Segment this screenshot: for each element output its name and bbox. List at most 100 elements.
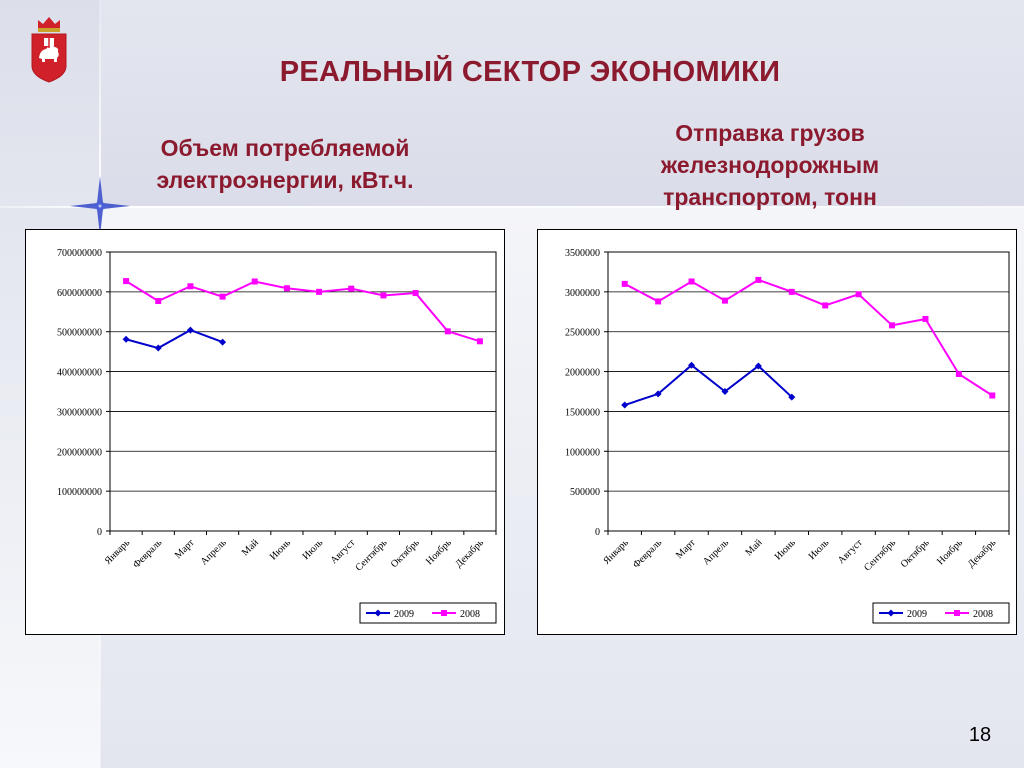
subtitle-rail-line3: транспортом, тонн xyxy=(663,184,877,210)
electricity-plot-area xyxy=(109,251,497,532)
rail-freight-chart-svg: 0 500000 1000000 1500000 2000000 2500000 30000… xyxy=(565,248,1010,624)
rail-series-2009-point xyxy=(621,401,629,409)
rail-y-tick-label: 0 xyxy=(595,527,600,538)
rail-legend: 2009 2008 xyxy=(872,602,1010,624)
electricity-y-tick-label: 700000000 xyxy=(57,248,102,259)
electricity-y-tick-label: 0 xyxy=(97,527,102,538)
rail-legend-marker-2009 xyxy=(887,609,895,617)
rail-x-tick-label: Июнь xyxy=(773,537,798,562)
rail-series-2008-point xyxy=(989,392,996,399)
electricity-x-tick-label: Май xyxy=(240,537,261,558)
rail-y-tick-label: 2000000 xyxy=(565,368,600,379)
rail-x-tick-label: Ноябрь xyxy=(935,537,965,567)
electricity-y-tick-label: 200000000 xyxy=(57,447,102,458)
rail-series-2009-line xyxy=(624,363,793,406)
rail-x-tick-label: Октябрь xyxy=(899,537,932,570)
subtitle-rail-freight: Отправка грузов железнодорожным транспор… xyxy=(590,117,950,213)
electricity-legend-marker-2008 xyxy=(441,610,447,616)
rail-series-2009-point xyxy=(754,362,762,370)
electricity-series-2009-point xyxy=(186,326,194,334)
electricity-x-tick-label: Август xyxy=(328,537,357,566)
perm-krai-coat-of-arms-icon xyxy=(31,17,67,83)
electricity-y-tick-label: 600000000 xyxy=(57,288,102,299)
electricity-x-tick-label: Февраль xyxy=(131,537,165,571)
rail-series-2008-point xyxy=(788,288,795,295)
rail-series-2009-point xyxy=(654,390,662,398)
electricity-x-tick-label: Ноябрь xyxy=(424,537,454,567)
electricity-legend-label-2008: 2008 xyxy=(460,609,480,620)
subtitle-electricity-line1: Объем потребляемой xyxy=(160,135,410,161)
electricity-chart: 0 100000000 200000000 300000000 400000000 500… xyxy=(25,229,505,635)
electricity-x-tick-label: Январь xyxy=(103,537,133,567)
electricity-series-2009-line xyxy=(125,329,223,350)
subtitle-rail-line2: железнодорожным xyxy=(660,152,880,178)
electricity-series-2008-point xyxy=(123,278,130,285)
rail-series-2008-point xyxy=(822,302,829,309)
electricity-y-tick-label: 100000000 xyxy=(57,487,102,498)
rail-x-tick-label: Март xyxy=(674,537,698,561)
electricity-series-2008-point xyxy=(283,285,290,292)
electricity-chart-svg: 0 100000000 200000000 300000000 400000000 500… xyxy=(57,248,497,624)
electricity-legend: 2009 2008 xyxy=(359,602,497,624)
electricity-series-2009-point xyxy=(219,338,227,346)
electricity-x-tick-label: Октябрь xyxy=(389,537,422,570)
rail-series-2008-point xyxy=(688,278,695,285)
electricity-series-2008-point xyxy=(155,298,162,305)
rail-series-2009-point xyxy=(721,388,729,395)
rail-legend-marker-2008 xyxy=(954,610,960,616)
electricity-series-2008-point xyxy=(219,293,226,300)
rail-x-tick-label: Июль xyxy=(807,537,832,562)
electricity-series-2008-line xyxy=(125,280,481,343)
rail-y-tick-label: 1000000 xyxy=(565,447,600,458)
electricity-x-tick-label: Апрель xyxy=(199,537,229,567)
electricity-series-2008-point xyxy=(251,278,258,285)
rail-y-tick-label: 3500000 xyxy=(565,248,600,259)
rail-legend-label-2009: 2009 xyxy=(907,609,927,620)
electricity-x-tick-label: Декабрь xyxy=(453,537,486,570)
rail-series-2009-point xyxy=(788,393,796,401)
electricity-x-tick-label: Июнь xyxy=(268,537,293,562)
rail-series-2008-point xyxy=(855,291,862,298)
electricity-series-2008-point xyxy=(476,338,483,345)
electricity-series-2008-point xyxy=(316,288,323,295)
rail-series-2008-point xyxy=(721,297,728,304)
electricity-series-2008-point xyxy=(444,328,451,335)
electricity-y-tick-label: 500000000 xyxy=(57,328,102,339)
rail-y-tick-label: 2500000 xyxy=(565,328,600,339)
electricity-series-2009-point xyxy=(154,344,162,352)
subtitle-rail-line1: Отправка грузов xyxy=(675,120,865,146)
subtitle-electricity: Объем потребляемой электроэнергии, кВт.ч… xyxy=(100,132,470,196)
rail-series-2008-point xyxy=(922,315,929,322)
page-number: 18 xyxy=(968,724,992,746)
rail-series-2009-point xyxy=(688,361,696,369)
background-top xyxy=(0,0,1024,208)
rail-y-tick-label: 500000 xyxy=(570,487,600,498)
rail-y-tick-label: 3000000 xyxy=(565,288,600,299)
rail-series-2008-point xyxy=(655,298,662,305)
electricity-series-2008-point xyxy=(187,283,194,290)
rail-x-tick-label: Май xyxy=(744,537,765,558)
electricity-x-tick-label: Март xyxy=(173,537,197,561)
rail-x-tick-label: Январь xyxy=(601,537,631,567)
electricity-series-2008-point xyxy=(348,285,355,292)
electricity-legend-marker-2009 xyxy=(374,609,382,617)
electricity-x-tick-label: Сентябрь xyxy=(353,537,389,573)
electricity-series-2008-point xyxy=(412,290,419,297)
rail-x-tick-label: Декабрь xyxy=(966,537,999,570)
sparkle-decoration xyxy=(70,176,130,236)
rail-x-tick-label: Сентябрь xyxy=(862,537,898,573)
rail-x-tick-label: Апрель xyxy=(701,537,731,567)
electricity-y-tick-label: 400000000 xyxy=(57,368,102,379)
rail-series-2008-point xyxy=(621,280,628,287)
rail-legend-box xyxy=(872,602,1010,624)
rail-x-tick-label: Февраль xyxy=(631,537,665,571)
rail-series-2008-point xyxy=(955,370,962,377)
electricity-legend-box xyxy=(359,602,497,624)
rail-series-2008-point xyxy=(889,322,896,329)
rail-series-2008-point xyxy=(755,276,762,283)
rail-legend-label-2008: 2008 xyxy=(973,609,993,620)
rail-freight-chart: 0 500000 1000000 1500000 2000000 2500000 30000… xyxy=(537,229,1017,635)
rail-y-tick-label: 1500000 xyxy=(565,407,600,418)
decorative-horizontal-line xyxy=(0,206,1024,208)
rail-series-2008-line xyxy=(624,278,993,397)
